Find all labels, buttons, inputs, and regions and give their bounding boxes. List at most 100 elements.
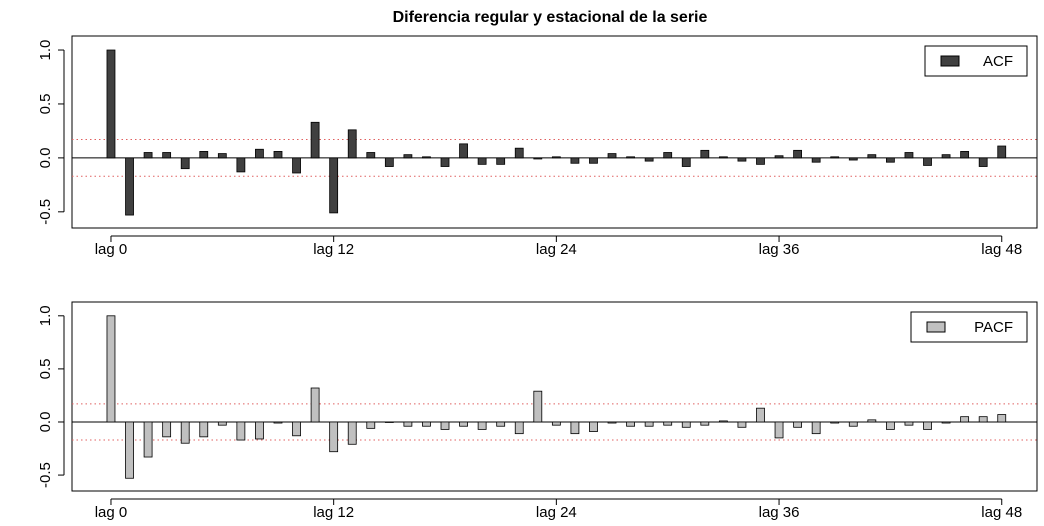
bar xyxy=(273,421,283,424)
bar xyxy=(774,421,784,439)
bar xyxy=(180,157,190,170)
x-tick-label: lag 12 xyxy=(313,504,354,521)
bar xyxy=(589,157,598,164)
y-tick-label: 1.0 xyxy=(37,305,54,326)
bar xyxy=(533,157,543,160)
bar xyxy=(459,421,468,427)
bar xyxy=(236,157,246,173)
bar xyxy=(830,421,840,424)
legend-swatch xyxy=(926,321,946,333)
bar xyxy=(217,421,227,426)
bar xyxy=(477,421,487,430)
bar xyxy=(551,156,561,159)
bar xyxy=(496,421,506,427)
x-tick-label: lag 48 xyxy=(981,504,1022,521)
bar xyxy=(774,155,784,159)
legend-label: ACF xyxy=(983,53,1013,70)
bar xyxy=(885,421,895,430)
bar xyxy=(329,421,339,453)
bar xyxy=(570,421,580,435)
bar xyxy=(589,421,598,432)
x-tick-label: lag 0 xyxy=(95,504,128,521)
x-tick-label: lag 36 xyxy=(759,504,800,521)
bar xyxy=(310,387,320,423)
x-tick-label: lag 24 xyxy=(536,241,577,258)
bar xyxy=(514,421,524,435)
x-tick-label: lag 48 xyxy=(981,241,1022,258)
y-tick-label: -0.5 xyxy=(37,199,54,225)
bar xyxy=(960,151,970,159)
bar xyxy=(106,315,116,423)
y-tick-label: 0.0 xyxy=(37,147,54,168)
x-tick-label: lag 36 xyxy=(759,241,800,258)
bar xyxy=(403,154,413,159)
bar xyxy=(440,421,450,430)
y-tick-label: 0.0 xyxy=(37,412,54,433)
bar xyxy=(923,421,932,430)
bar xyxy=(366,421,376,429)
y-tick-label: -0.5 xyxy=(37,462,54,488)
bar xyxy=(663,421,673,426)
bar xyxy=(292,157,301,174)
bar xyxy=(737,157,747,162)
bar xyxy=(644,157,654,162)
bar xyxy=(292,421,301,437)
legend-label: PACF xyxy=(974,319,1013,336)
bar xyxy=(644,421,654,427)
legend-swatch xyxy=(940,55,960,67)
bar xyxy=(997,414,1007,423)
bar xyxy=(978,157,988,167)
plot-box xyxy=(71,35,1038,229)
bar xyxy=(125,421,134,479)
bar xyxy=(384,421,394,423)
bar xyxy=(978,416,988,423)
bar xyxy=(255,421,264,440)
bar xyxy=(106,49,116,159)
bar xyxy=(756,157,765,165)
bar xyxy=(551,421,561,426)
bar xyxy=(143,152,153,159)
bar xyxy=(811,421,821,435)
x-tick-label: lag 0 xyxy=(95,241,128,258)
bar xyxy=(162,421,172,438)
bar xyxy=(718,420,728,423)
bar xyxy=(459,143,468,159)
bar xyxy=(626,156,635,159)
x-tick-label: lag 12 xyxy=(313,241,354,258)
bar xyxy=(125,157,134,216)
bar xyxy=(960,416,970,423)
bar xyxy=(310,121,320,159)
bar xyxy=(199,151,209,159)
bar xyxy=(162,152,172,159)
bar xyxy=(180,421,190,444)
bar xyxy=(941,154,951,159)
bar xyxy=(663,152,673,159)
bar xyxy=(347,421,357,445)
bar xyxy=(681,157,691,167)
bar xyxy=(793,149,803,159)
bar xyxy=(366,152,376,159)
bar xyxy=(681,421,691,428)
chart-title: Diferencia regular y estacional de la se… xyxy=(393,9,708,26)
bar xyxy=(941,421,951,424)
bar xyxy=(737,421,747,428)
bar xyxy=(347,129,357,159)
bar xyxy=(440,157,450,167)
bar xyxy=(477,157,487,165)
bar xyxy=(570,157,580,164)
bar xyxy=(384,157,394,167)
bar xyxy=(700,149,710,159)
bar xyxy=(607,421,617,424)
bar xyxy=(904,152,914,159)
bar xyxy=(217,153,227,159)
bar xyxy=(867,154,877,159)
bar xyxy=(496,157,506,165)
bar xyxy=(997,145,1007,159)
y-tick-label: 0.5 xyxy=(37,358,54,379)
bar xyxy=(626,421,635,427)
plot-box xyxy=(71,301,1038,492)
bar xyxy=(422,421,431,427)
bar xyxy=(793,421,803,428)
bar xyxy=(236,421,246,441)
bar xyxy=(848,421,858,427)
